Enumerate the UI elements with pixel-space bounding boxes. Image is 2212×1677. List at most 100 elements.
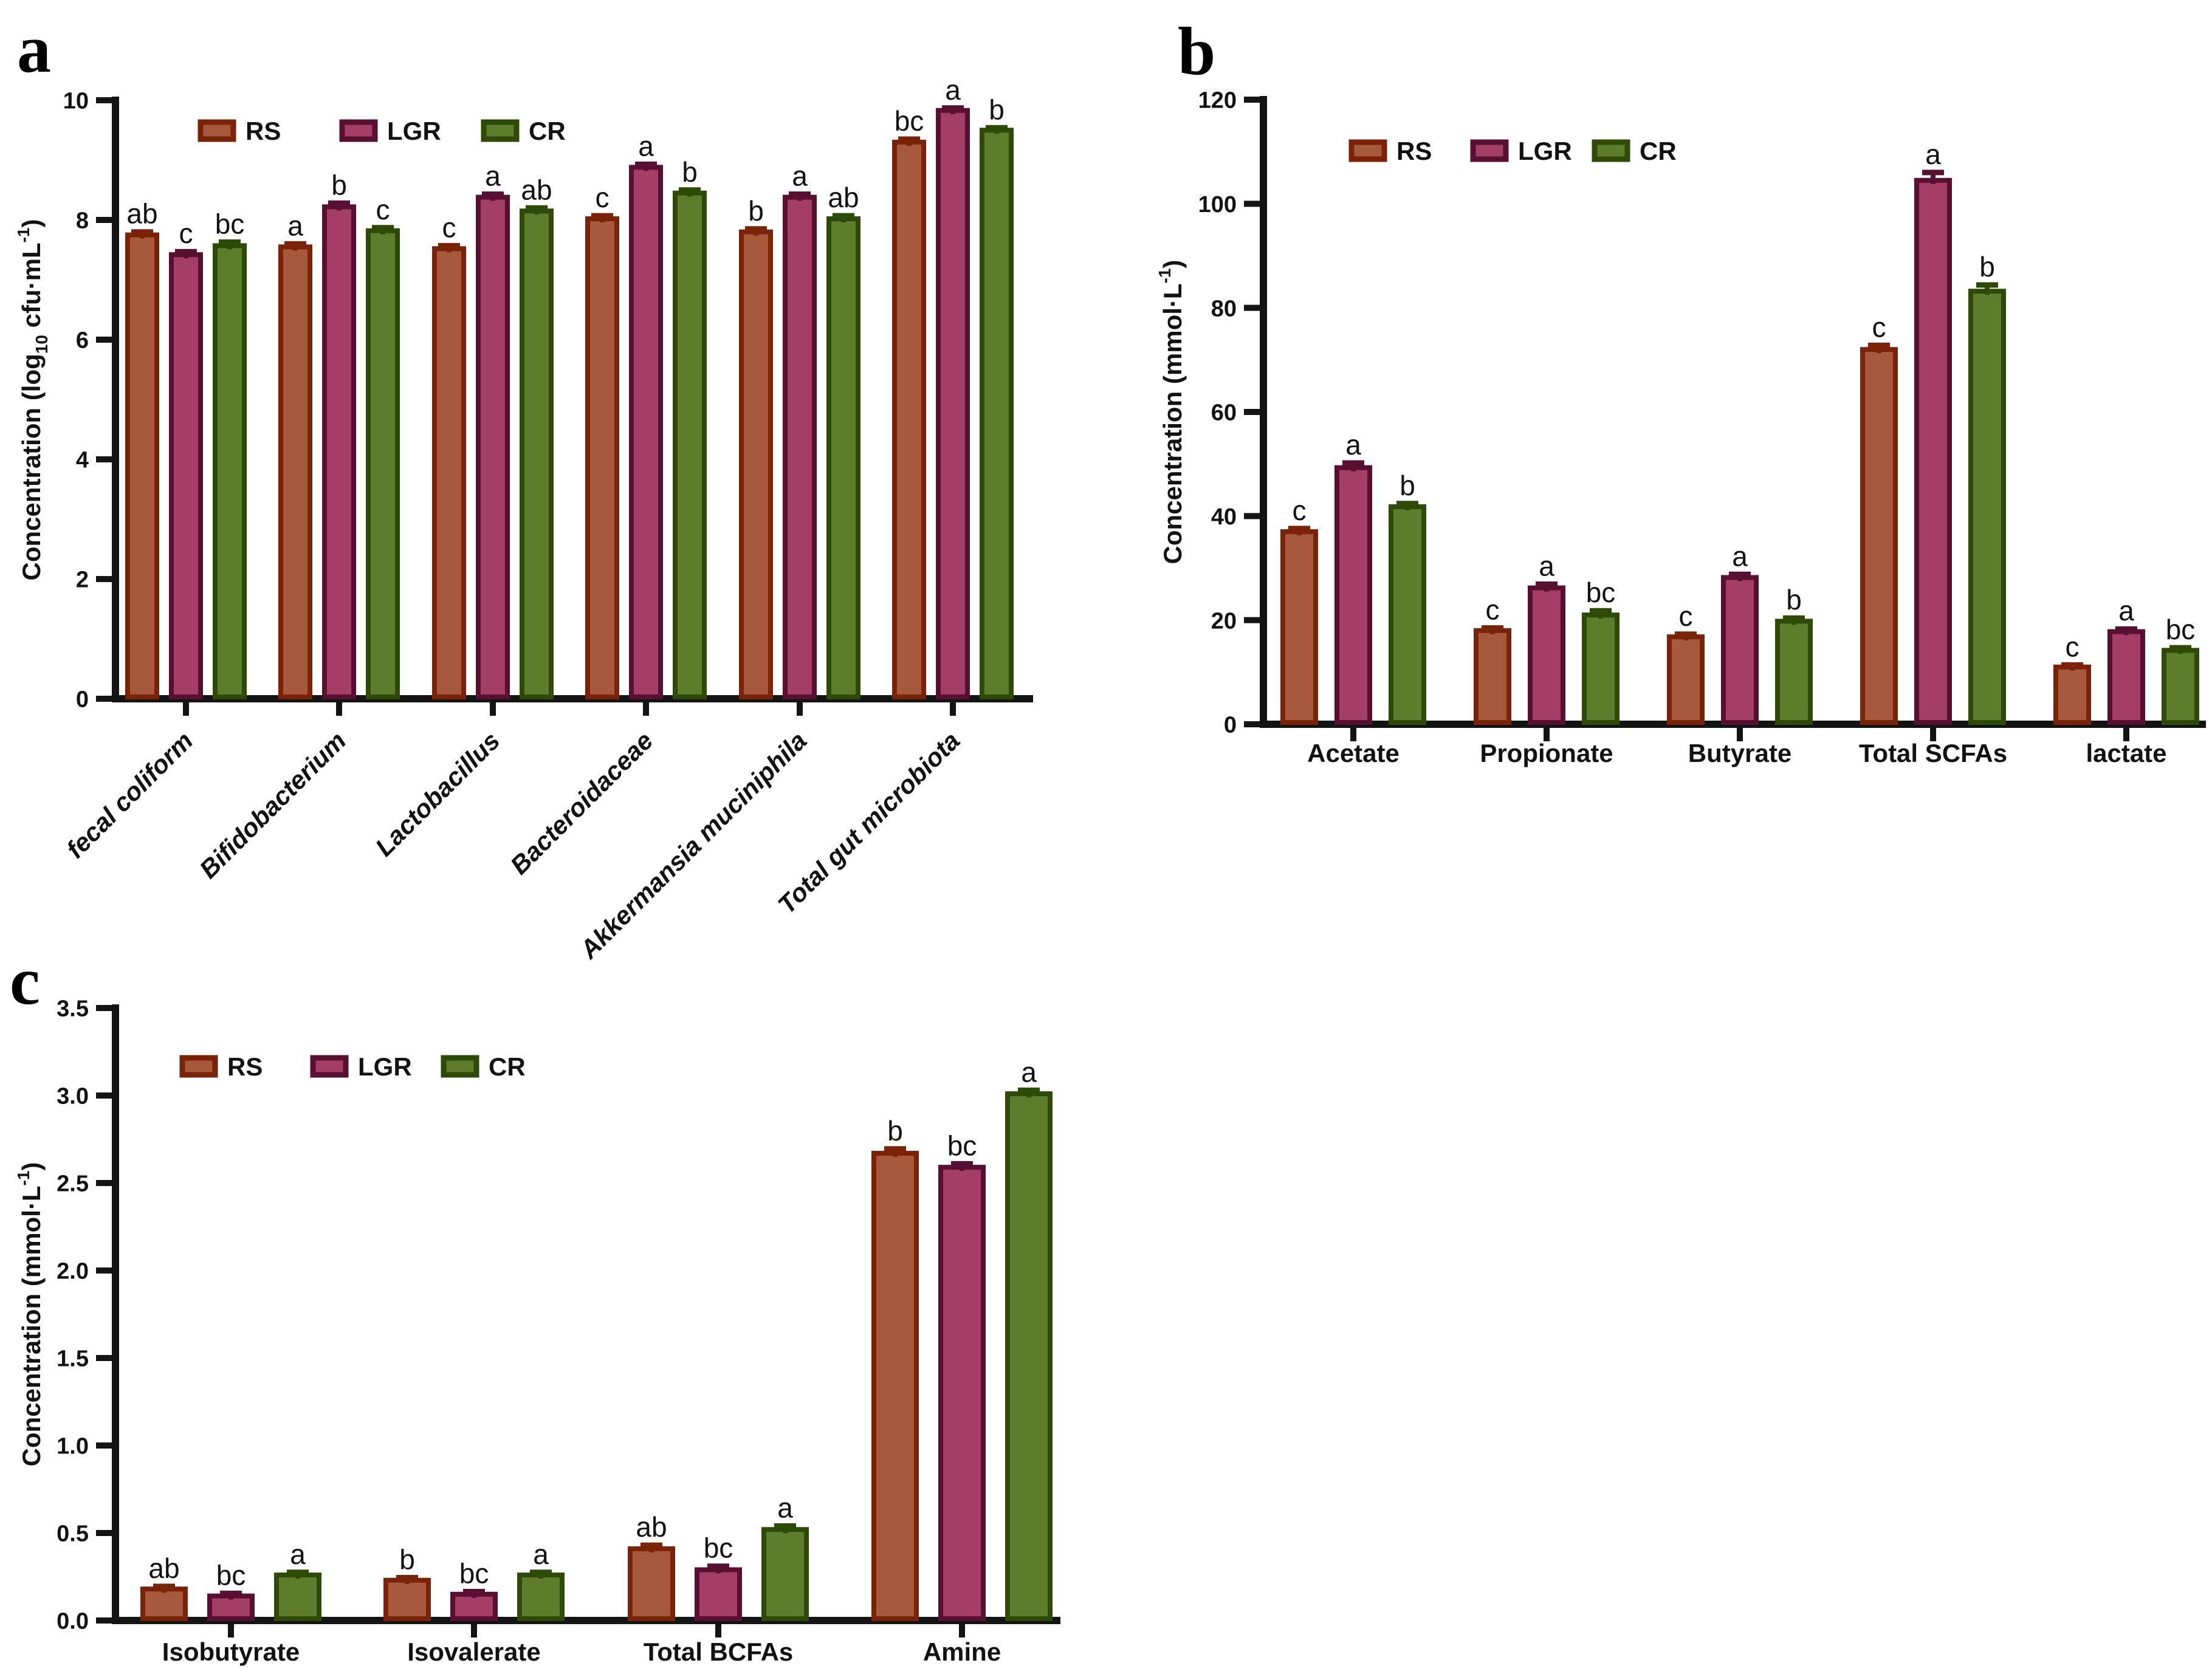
sig-letter: c bbox=[596, 182, 610, 213]
y-tick-label: 0.0 bbox=[57, 1609, 89, 1634]
legend-swatch bbox=[441, 1055, 479, 1078]
y-axis-title-part: -1 bbox=[14, 227, 33, 242]
bar bbox=[695, 1567, 742, 1621]
bar bbox=[432, 246, 466, 699]
chart-b: 0 20 40 60 80 100 120 Concentration (mmol·L-1) A… bbox=[1155, 88, 2206, 767]
y-axis-title: Concentration (log10 cfu·mL-1) bbox=[14, 219, 51, 580]
category-label: Butyrate bbox=[1688, 739, 1791, 767]
y-tick-label: 2 bbox=[76, 568, 89, 593]
sig-letter: a bbox=[485, 160, 501, 192]
bar bbox=[1528, 585, 1565, 725]
bar bbox=[1334, 465, 1372, 725]
legend-swatch bbox=[197, 119, 236, 142]
legend-label: LGR bbox=[1518, 137, 1572, 165]
sig-letter: c bbox=[1679, 600, 1693, 632]
sig-letter: ab bbox=[148, 1552, 179, 1584]
category-label: Bacteroidaceae bbox=[505, 726, 659, 880]
sig-letter: b bbox=[1786, 584, 1802, 616]
y-axis-title-part: 10 bbox=[32, 335, 51, 354]
bar bbox=[366, 228, 400, 700]
bar bbox=[1005, 1091, 1053, 1621]
sig-letter: b bbox=[887, 1115, 903, 1147]
panel-letter-b: b bbox=[1178, 14, 1215, 89]
sig-letter: bc bbox=[947, 1130, 977, 1161]
panel-letter-a: a bbox=[17, 12, 51, 87]
y-tick-label: 60 bbox=[1211, 400, 1237, 426]
bar bbox=[629, 165, 663, 699]
sig-letter: b bbox=[399, 1543, 415, 1575]
sig-letter: a bbox=[1925, 139, 1941, 170]
category-label: Total SCFAs bbox=[1859, 739, 2007, 767]
sig-letter: ab bbox=[521, 174, 552, 205]
bar bbox=[1582, 612, 1619, 725]
sig-letter: a bbox=[1539, 550, 1554, 582]
bar bbox=[125, 232, 159, 699]
y-axis-title-part: -1 bbox=[14, 1171, 33, 1186]
panel-letter-c: c bbox=[10, 944, 40, 1019]
sig-letter: bc bbox=[459, 1557, 489, 1589]
bar bbox=[476, 194, 510, 699]
y-axis-title-part: -1 bbox=[1155, 269, 1174, 284]
y-tick-label: 40 bbox=[1211, 504, 1237, 530]
legend-label: CR bbox=[1640, 137, 1677, 165]
bar bbox=[169, 252, 203, 699]
bar bbox=[739, 229, 773, 699]
category-label: Propionate bbox=[1480, 739, 1613, 767]
sig-letter: bc bbox=[704, 1532, 733, 1564]
y-axis-title-part: Concentration (mmol·L bbox=[17, 1185, 46, 1466]
bar bbox=[520, 208, 554, 700]
bar bbox=[1775, 619, 1813, 725]
sig-letter: a bbox=[290, 1538, 306, 1570]
bar bbox=[1389, 504, 1426, 725]
bar bbox=[2107, 629, 2145, 725]
sig-letter: c bbox=[1293, 495, 1307, 526]
sig-letter: a bbox=[792, 160, 808, 192]
legend-label: RS bbox=[227, 1052, 263, 1081]
bar bbox=[274, 1572, 321, 1622]
legend-label: CR bbox=[529, 117, 566, 145]
legend-swatch bbox=[310, 1055, 349, 1078]
sig-letter: bc bbox=[1586, 577, 1616, 608]
y-tick-label: 80 bbox=[1211, 296, 1237, 321]
bar bbox=[938, 1165, 986, 1621]
bar bbox=[1968, 289, 2006, 725]
bar bbox=[936, 108, 970, 699]
sig-letter: b bbox=[1979, 251, 1995, 283]
bar bbox=[1667, 634, 1705, 725]
bar bbox=[278, 244, 312, 699]
sig-letter: a bbox=[1732, 540, 1748, 572]
bar bbox=[761, 1527, 809, 1621]
y-axis-title-part: ) bbox=[17, 1162, 46, 1171]
sig-letter: a bbox=[287, 210, 303, 241]
sig-letter: a bbox=[638, 130, 654, 162]
y-tick-label: 3.5 bbox=[57, 996, 89, 1022]
y-tick-label: 2.5 bbox=[57, 1171, 89, 1197]
sig-letter: a bbox=[2118, 595, 2134, 626]
sig-letter: ab bbox=[828, 182, 859, 213]
sig-letter: b bbox=[682, 156, 698, 188]
sig-letter: a bbox=[1021, 1056, 1037, 1088]
bar bbox=[450, 1591, 498, 1622]
sig-letter: b bbox=[1400, 470, 1415, 501]
y-axis-title-part: Concentration (mmol·L bbox=[1158, 283, 1187, 564]
bar bbox=[383, 1577, 431, 1622]
category-label: Isovalerate bbox=[407, 1638, 540, 1666]
category-label: Isobutyrate bbox=[162, 1638, 300, 1666]
y-tick-label: 4 bbox=[76, 448, 89, 473]
legend-label: RS bbox=[246, 117, 281, 145]
sig-letter: a bbox=[533, 1538, 549, 1570]
sig-letter: c bbox=[2066, 631, 2080, 662]
y-tick-label: 3.0 bbox=[57, 1084, 89, 1109]
legend-label: RS bbox=[1396, 137, 1432, 165]
sig-letter: b bbox=[331, 169, 347, 201]
legend-label: LGR bbox=[387, 117, 441, 145]
legend-swatch bbox=[179, 1055, 218, 1078]
category-label: fecal coliform bbox=[61, 726, 198, 863]
sig-letter: c bbox=[179, 218, 193, 249]
legend-swatch bbox=[339, 119, 378, 142]
bar bbox=[2053, 664, 2091, 725]
sig-letter: c bbox=[1872, 311, 1886, 343]
bar bbox=[140, 1586, 188, 1621]
